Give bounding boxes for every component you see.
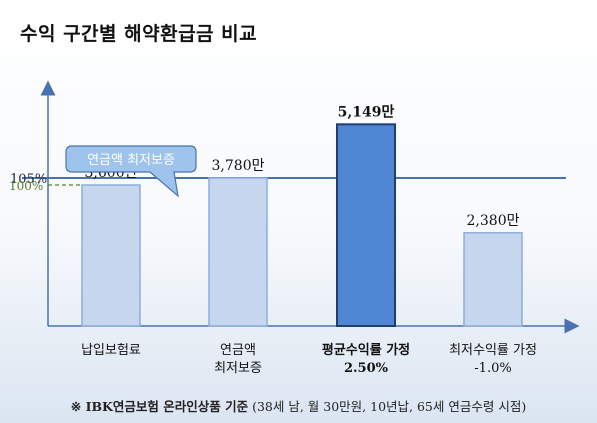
- category-label-3-1: -1.0%: [474, 361, 511, 376]
- value-label-1: 3,780만: [212, 158, 265, 174]
- bar-2: [336, 123, 396, 328]
- footnote-rest: (38세 남, 월 30만원, 10년납, 65세 연금수령 시점): [248, 399, 527, 414]
- category-label-0-0: 납입보험료: [81, 343, 141, 358]
- bar-0: [81, 184, 141, 327]
- category-label-1-1: 최저보증: [214, 361, 262, 376]
- category-label-1-0: 연금액: [220, 343, 256, 358]
- bar-3: [463, 232, 523, 327]
- callout-bubble: [65, 145, 197, 198]
- bar-1: [208, 177, 268, 327]
- footnote-bold: ※ IBK연금보험 온라인상품 기준: [70, 399, 249, 414]
- value-label-2: 5,149만: [338, 104, 395, 120]
- category-label-3-0: 최저수익률 가정: [449, 343, 537, 358]
- reference-label-0: 105%: [10, 172, 47, 187]
- callout-text: 연금액 최저보증: [87, 153, 175, 168]
- footnote: ※ IBK연금보험 온라인상품 기준 (38세 남, 월 30만원, 10년납,…: [0, 396, 597, 415]
- reference-label-1: 100%: [9, 179, 43, 193]
- value-label-3: 2,380만: [467, 213, 520, 229]
- category-label-2-1: 2.50%: [344, 361, 389, 376]
- category-label-2-0: 평균수익률 가정: [322, 342, 410, 358]
- chart-title: 수익 구간별 해약환급금 비교: [20, 23, 258, 45]
